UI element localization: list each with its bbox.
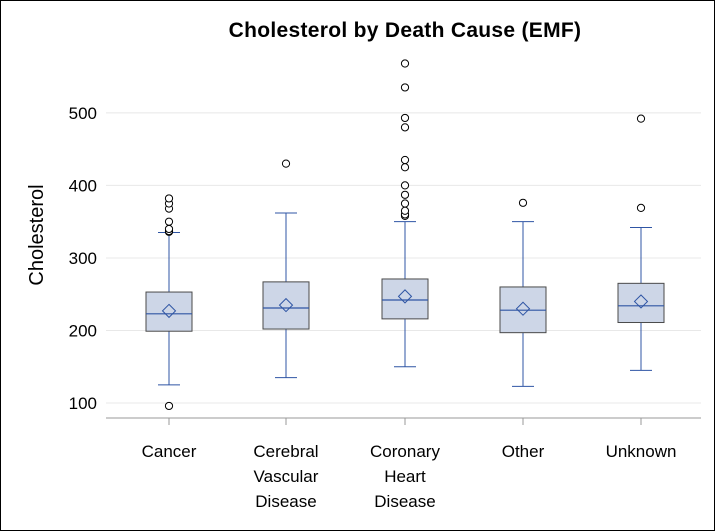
mean-marker <box>397 289 413 304</box>
outlier-point <box>636 114 646 123</box>
box-iqr <box>381 278 429 320</box>
box-group-3 <box>499 198 547 387</box>
x-category-label: Disease <box>255 492 316 511</box>
y-tick-label-100: 100 <box>69 394 97 413</box>
x-axis: Cancer Cerebral Vascular Disease Coronary Hea… <box>106 417 701 511</box>
x-category-label: Unknown <box>606 442 677 461</box>
mean-marker <box>161 303 177 319</box>
box-group-0 <box>145 194 193 411</box>
outlier-point <box>164 401 174 411</box>
y-axis-ticks: 100 200 300 400 500 <box>69 104 97 413</box>
boxes <box>145 59 665 411</box>
outlier-point <box>636 203 646 212</box>
mean-marker <box>633 294 649 309</box>
y-axis-label: Cholesterol <box>26 184 48 285</box>
box-group-2 <box>381 59 429 368</box>
outlier-point <box>400 83 410 92</box>
box-group-4 <box>617 114 665 371</box>
outlier-point <box>164 217 174 226</box>
y-tick-label-300: 300 <box>69 249 97 268</box>
y-tick-label-400: 400 <box>69 176 97 195</box>
outlier-point <box>400 123 410 132</box>
chart-title: Cholesterol by Death Cause (EMF) <box>229 19 582 42</box>
x-category-label: Heart <box>384 467 426 486</box>
x-category-label: Coronary <box>370 442 440 461</box>
outlier-point <box>400 113 410 123</box>
gridlines <box>106 112 701 404</box>
mean-marker <box>278 297 294 313</box>
outlier-point <box>400 59 410 68</box>
x-category-label: Cerebral <box>253 442 318 461</box>
outlier-point <box>400 155 410 165</box>
y-tick-label-500: 500 <box>69 104 97 123</box>
outlier-point <box>400 163 410 172</box>
mean-marker <box>515 301 531 316</box>
box-group-1 <box>262 159 310 379</box>
x-category-label: Other <box>502 442 545 461</box>
outlier-point <box>400 190 410 199</box>
box-iqr <box>262 281 310 330</box>
outlier-point <box>400 181 410 190</box>
x-category-label: Vascular <box>254 467 319 486</box>
outlier-point <box>518 198 528 207</box>
outlier-point <box>281 159 291 168</box>
outlier-point <box>164 194 174 203</box>
box-iqr <box>145 291 193 332</box>
x-category-label: Cancer <box>142 442 197 461</box>
outlier-point <box>164 224 174 234</box>
outlier-point <box>400 199 410 208</box>
outlier-point <box>400 206 410 215</box>
x-category-label: Disease <box>374 492 435 511</box>
y-tick-label-200: 200 <box>69 321 97 340</box>
box-iqr <box>617 282 665 324</box>
